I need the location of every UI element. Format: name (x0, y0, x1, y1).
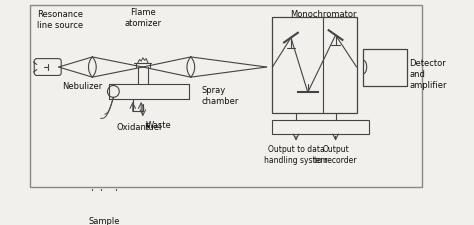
Text: Output to data
handling system: Output to data handling system (264, 145, 328, 165)
Text: Output
to recorder: Output to recorder (314, 145, 357, 165)
Text: Monochromator: Monochromator (290, 10, 356, 19)
Text: Oxidant: Oxidant (116, 123, 149, 132)
Text: Waste: Waste (146, 121, 171, 130)
Text: Nebulizer: Nebulizer (62, 82, 102, 91)
Text: Sample: Sample (88, 217, 120, 225)
Text: Spray
chamber: Spray chamber (202, 86, 239, 106)
Text: Fuel: Fuel (144, 123, 161, 132)
Bar (364, 49, 407, 86)
Text: Resonance
line source: Resonance line source (37, 10, 83, 30)
Bar (273, 16, 356, 113)
Text: Detector
and
amplifier: Detector and amplifier (410, 59, 447, 90)
Bar (273, 120, 369, 133)
Text: Flame
atomizer: Flame atomizer (124, 8, 162, 28)
